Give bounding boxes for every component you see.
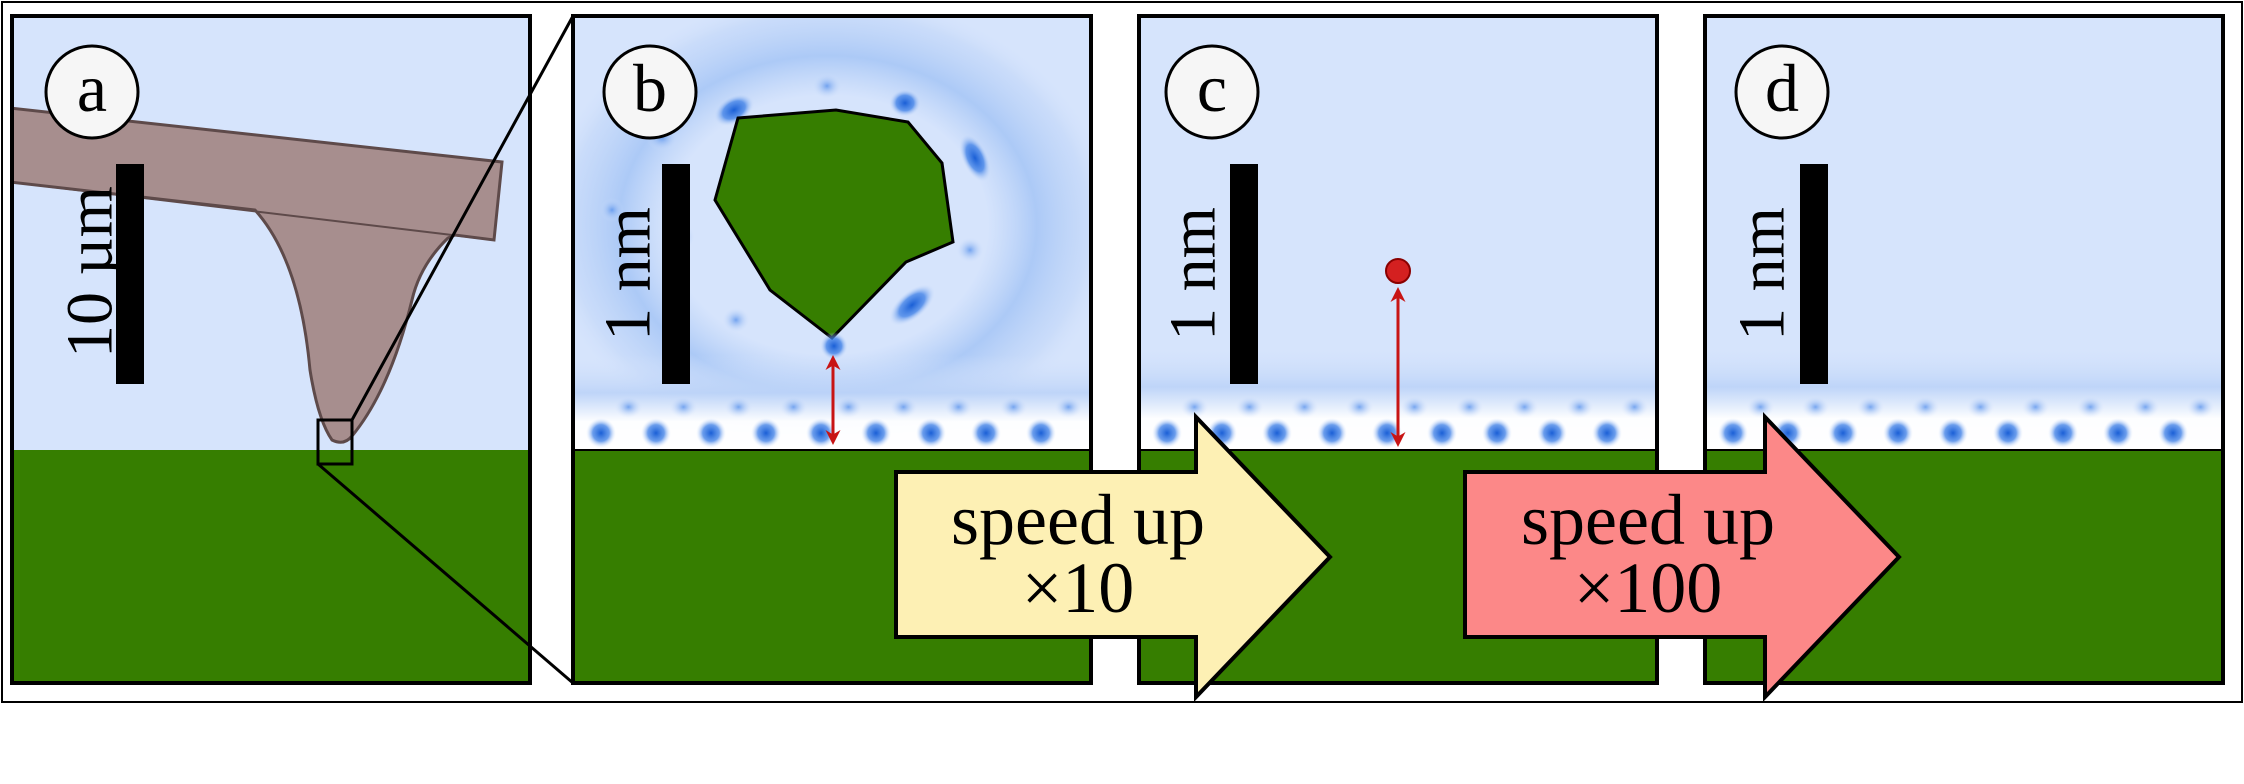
surface-atom-upper <box>944 396 973 418</box>
scale-bar <box>1230 164 1258 384</box>
surface-atom <box>1938 418 1968 448</box>
surface-atom-upper <box>834 396 863 418</box>
tip-atom-ring <box>600 73 992 333</box>
ground-region <box>12 450 530 683</box>
surface-atom-upper <box>614 396 643 418</box>
surface-atom-upper <box>2076 396 2105 418</box>
surface-atom <box>1152 418 1182 448</box>
surface-atom-layer <box>1718 396 2215 448</box>
surface-atom <box>1993 418 2023 448</box>
panel-letter: c <box>1197 50 1227 126</box>
scale-label: 1 nm <box>1726 207 1799 341</box>
surface-atom <box>861 418 891 448</box>
surface-atom <box>751 418 781 448</box>
surface-atom <box>2158 418 2188 448</box>
surface-atom-upper <box>1510 396 1539 418</box>
surface-atom <box>1883 418 1913 448</box>
figure-frame <box>1 1 2243 703</box>
surface-atom-upper <box>1345 396 1374 418</box>
surface-atom-upper <box>2186 396 2215 418</box>
panel-letter-badge <box>602 44 698 140</box>
surface-atom <box>586 418 616 448</box>
speedup-label: speed up <box>1521 480 1775 560</box>
surface-atom-upper <box>1455 396 1484 418</box>
surface-atom <box>916 418 946 448</box>
surface-atom <box>1537 418 1567 448</box>
surface-atom <box>641 418 671 448</box>
speedup-factor: ×10 <box>1022 548 1135 628</box>
surface-atom <box>1828 418 1858 448</box>
surface-atom-layer <box>586 396 1083 448</box>
speedup-factor: ×100 <box>1574 548 1723 628</box>
panel-letter: a <box>77 50 107 126</box>
surface-atom <box>1427 418 1457 448</box>
surface-atom <box>1482 418 1512 448</box>
surface-atom-upper <box>779 396 808 418</box>
surface-atom-upper <box>889 396 918 418</box>
scale-bar <box>116 164 144 384</box>
surface-atom-upper <box>1856 396 1885 418</box>
panel-letter-badge <box>1164 44 1260 140</box>
surface-atom-upper <box>1801 396 1830 418</box>
scale-label: 1 nm <box>1157 207 1230 341</box>
surface-atom-upper <box>1400 396 1429 418</box>
surface-atom <box>2048 418 2078 448</box>
surface-atom-upper <box>669 396 698 418</box>
zoom-box <box>316 418 354 466</box>
surface-atom-layer <box>1152 396 1649 448</box>
tip-atom <box>1385 258 1411 284</box>
surface-atom-upper <box>724 396 753 418</box>
panel-letter-badge <box>44 44 140 140</box>
speedup-arrow-100x: speed up ×100 <box>1463 412 1902 702</box>
speedup-label: speed up <box>951 480 1205 560</box>
surface-atom <box>1026 418 1056 448</box>
scale-label: 1 nm <box>592 207 665 341</box>
surface-atom <box>1592 418 1622 448</box>
surface-atom <box>1317 418 1347 448</box>
probe-tip <box>713 108 955 341</box>
surface-atom-upper <box>1235 396 1264 418</box>
panel-a: 10 µm a <box>10 14 532 685</box>
surface-atom-upper <box>1180 396 1209 418</box>
panel-letter-badge <box>1734 44 1830 140</box>
surface-atom <box>1262 418 1292 448</box>
speedup-arrow-10x: speed up ×10 <box>894 412 1333 702</box>
surface-atom-upper <box>2131 396 2160 418</box>
surface-atom <box>971 418 1001 448</box>
scale-label: 10 µm <box>54 186 127 358</box>
surface-atom <box>2103 418 2133 448</box>
surface-atom-upper <box>999 396 1028 418</box>
panel-letter: d <box>1765 50 1799 126</box>
panel-letter: b <box>633 50 667 126</box>
surface-atom-upper <box>1565 396 1594 418</box>
surface-atom-upper <box>1911 396 1940 418</box>
surface-atom <box>696 418 726 448</box>
surface-atom-upper <box>1620 396 1649 418</box>
scale-bar <box>1800 164 1828 384</box>
surface-atom-upper <box>1290 396 1319 418</box>
surface-atom <box>1718 418 1748 448</box>
scale-bar <box>662 164 690 384</box>
surface-atom-upper <box>1966 396 1995 418</box>
surface-atom-upper <box>2021 396 2050 418</box>
surface-atom-upper <box>1746 396 1775 418</box>
zoom-line-bottom <box>317 462 574 685</box>
surface-atom-upper <box>1054 396 1083 418</box>
zoom-line-top <box>350 15 575 421</box>
